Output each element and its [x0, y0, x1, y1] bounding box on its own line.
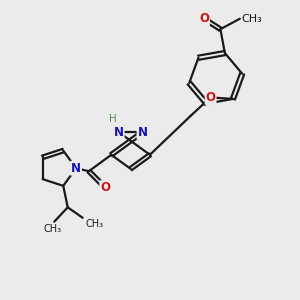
- Text: H: H: [110, 114, 117, 124]
- Text: O: O: [206, 91, 216, 104]
- Text: CH₃: CH₃: [241, 14, 262, 24]
- Text: O: O: [100, 181, 110, 194]
- Text: N: N: [114, 126, 124, 139]
- Text: N: N: [137, 126, 148, 139]
- Text: CH₃: CH₃: [85, 219, 103, 229]
- Text: N: N: [71, 162, 81, 175]
- Text: O: O: [199, 12, 209, 25]
- Text: CH₃: CH₃: [44, 224, 62, 234]
